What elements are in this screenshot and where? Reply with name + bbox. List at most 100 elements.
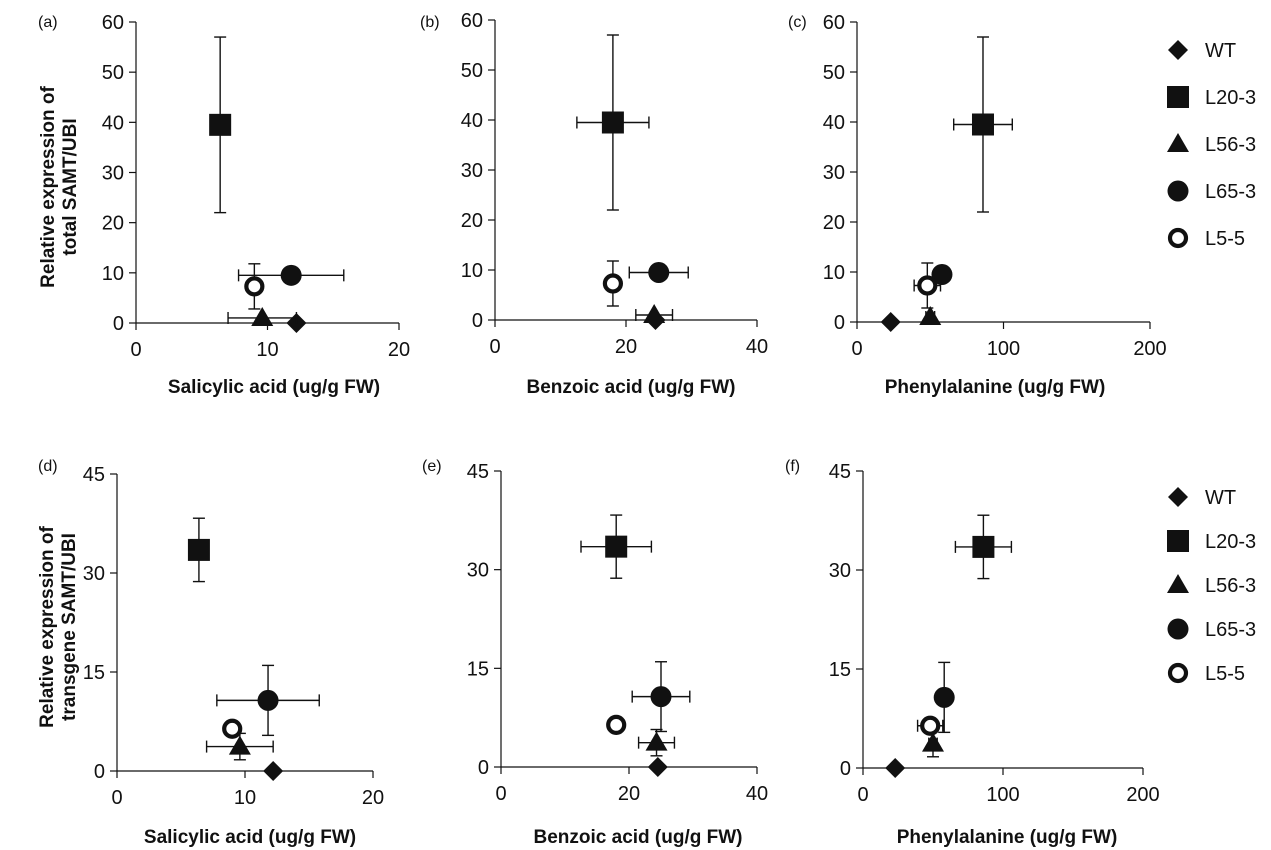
x-axis-label: Salicylic acid (ug/g FW) [168,377,380,398]
data-point-l65-3 [237,264,345,286]
x-tick-label: 40 [746,336,768,358]
y-tick-label: 15 [467,658,489,680]
marker-l5-5 [917,275,938,296]
legend-marker-l56-3 [1167,574,1189,593]
legend-item-wt: WT [1168,40,1236,62]
x-tick-label: 0 [111,787,122,809]
panel-label: (f) [785,458,800,475]
marker-l65-3 [257,689,279,711]
legend-item-l65-3: L65-3 [1167,180,1256,203]
marker-wt [880,312,901,332]
panel-label: (b) [420,14,440,31]
y-tick-label: 0 [840,758,851,780]
y-tick-label: 40 [823,112,845,134]
data-point-l5-5 [244,263,265,310]
y-tick-label: 30 [823,162,845,184]
y-tick-label: 30 [467,560,489,582]
data-point-l20-3 [954,514,1013,580]
legend-item-l65-3: L65-3 [1167,618,1256,641]
y-tick-label: 20 [461,210,483,232]
panel-b: 0 20 40 0 10 20 30 40 50 60 (b) Benzoic acid (ug/g … [420,10,768,398]
data-point-l65-3 [931,264,953,285]
data-point-l56-3 [637,728,676,757]
legend-top: WT L20-3 L56-3 L65-3 L5-5 [1167,40,1256,250]
marker-l65-3 [648,262,670,283]
data-point-l5-5 [913,262,942,309]
panel-label: (a) [38,14,58,31]
marker-l20-3 [972,535,995,558]
panel-label: (e) [422,458,442,475]
marker-l5-5 [920,715,941,736]
marker-l65-3 [931,264,953,285]
marker-l20-3 [601,111,624,134]
marker-l56-3 [228,735,251,755]
legend-marker-l65-3 [1167,618,1189,640]
y-tick-label: 30 [461,160,483,182]
data-point-wt [263,761,284,781]
data-point-l20-3 [209,36,232,214]
legend-marker-wt [1168,487,1188,507]
y-tick-label: 45 [829,461,851,483]
data-point-l56-3 [205,732,274,761]
x-tick-label: 0 [130,339,141,361]
legend-label: WT [1205,487,1236,509]
legend-marker-l20-3 [1167,86,1189,108]
y-tick-label: 15 [83,662,105,684]
y-tick-label: 10 [461,260,483,282]
y-tick-label: 0 [94,761,105,783]
panel-label: (d) [38,458,58,475]
y-tick-label: 10 [823,262,845,284]
marker-l56-3 [251,306,274,326]
x-tick-label: 0 [495,783,506,805]
legend-marker-l5-5 [1167,227,1189,249]
legend-marker-wt [1168,40,1188,60]
y-tick-label: 60 [102,12,124,34]
legend-item-wt: WT [1168,487,1236,509]
data-point-l65-3 [628,262,689,283]
panel-a: 0 10 20 0 10 20 30 40 50 60 (a) Salicylic acid (ug/… [38,12,410,398]
legend-label: L56-3 [1205,575,1256,597]
marker-l5-5 [602,273,624,294]
x-axis-label: Phenylalanine (ug/g FW) [885,377,1106,398]
marker-wt [263,761,284,781]
y-tick-label: 30 [83,563,105,585]
y-tick-label: 10 [102,263,124,285]
y-tick-label: 30 [102,163,124,185]
marker-l20-3 [209,113,232,136]
legend-label: L5-5 [1205,663,1245,685]
y-axis-label-line: Relative expression of [38,85,59,287]
y-tick-label: 15 [829,659,851,681]
marker-l5-5 [222,718,243,739]
data-point-wt [647,757,668,777]
marker-l20-3 [971,113,994,136]
legend-item-l5-5: L5-5 [1167,662,1245,685]
y-tick-label: 20 [102,213,124,235]
data-point-l5-5 [916,715,944,736]
y-axis-label-line: total SAMT/UBI [60,118,81,255]
legend-marker-l20-3 [1167,530,1189,552]
legend-label: L5-5 [1205,228,1245,250]
x-tick-label: 200 [1133,338,1166,360]
y-axis-label-line: Relative expression of [37,525,58,727]
x-tick-label: 20 [388,339,410,361]
data-point-l20-3 [952,36,1013,213]
y-tick-label: 60 [461,10,483,32]
x-axis-label: Salicylic acid (ug/g FW) [144,827,356,848]
data-point-l20-3 [187,517,210,583]
legend-marker-l56-3 [1167,133,1189,152]
y-tick-label: 0 [472,310,483,332]
legend-label: L20-3 [1205,87,1256,109]
legend-label: L56-3 [1205,134,1256,156]
panel-f: 0 100 200 0 15 30 45 (f) Phenylalanine (ug/g FW) [785,458,1160,848]
y-tick-label: 0 [834,312,845,334]
y-tick-label: 0 [113,313,124,335]
legend-marker-l65-3 [1167,180,1189,202]
y-tick-label: 50 [102,62,124,84]
marker-l65-3 [650,686,672,708]
y-tick-label: 30 [829,560,851,582]
x-axis-label: Benzoic acid (ug/g FW) [527,377,736,398]
marker-l56-3 [643,304,666,323]
data-point-l65-3 [631,661,691,733]
marker-l20-3 [605,535,628,558]
